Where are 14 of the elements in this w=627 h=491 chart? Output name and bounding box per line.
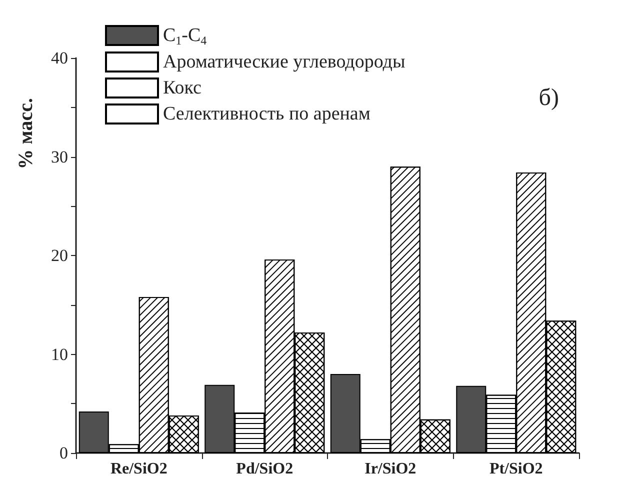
legend-label: Селективность по аренам: [163, 104, 370, 124]
x-tick-label: Pd/SiO2: [236, 460, 294, 478]
y-tick-label: 40: [51, 48, 68, 68]
y-tick-label: 30: [51, 147, 68, 166]
y-axis-title: % масс.: [15, 98, 37, 170]
legend-label: Ароматические углеводороды: [163, 52, 406, 72]
y-tick-label: 10: [51, 344, 68, 364]
legend-label: Кокс: [163, 78, 202, 98]
x-tick-label: Re/SiO2: [110, 460, 168, 478]
x-tick-label: Ir/SiO2: [364, 460, 416, 478]
y-tick-label: 20: [51, 246, 68, 265]
y-tick-label: 0: [60, 444, 68, 462]
annotation: б): [538, 85, 559, 111]
x-tick-label: Pt/SiO2: [489, 460, 543, 478]
